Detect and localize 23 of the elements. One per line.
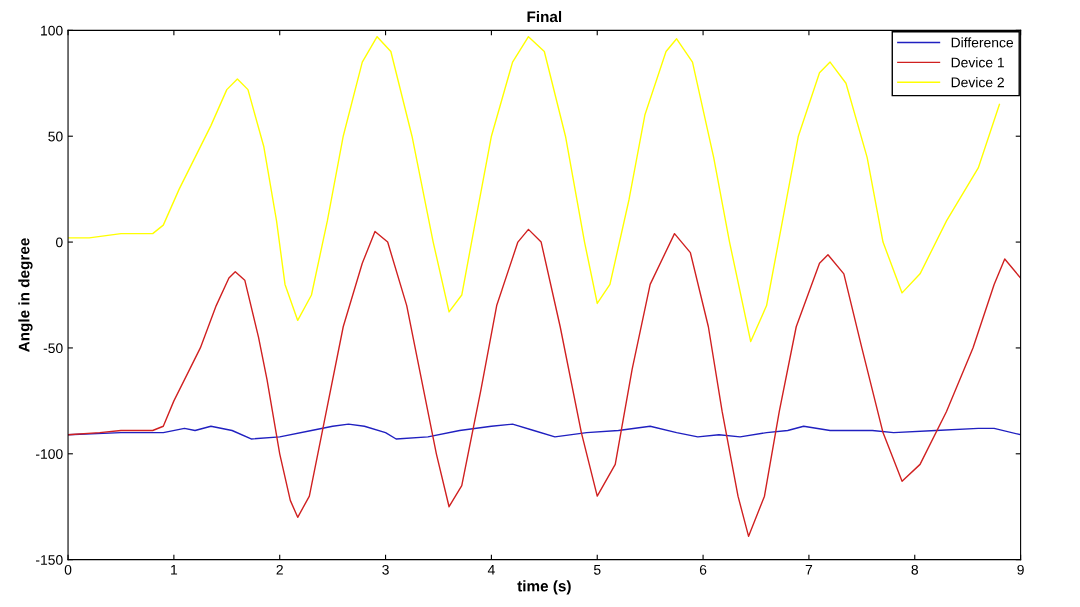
y-tick-label: 100 [41,25,63,36]
x-tick-label: 3 [382,564,389,575]
y-axis-title: Angle in degree [18,238,33,352]
x-tick-label: 5 [593,565,601,575]
y-tick-label: -100 [36,449,63,459]
legend-label: Device 1 [951,57,1004,68]
legend-label: Difference [951,37,1014,48]
x-tick-label: 8 [911,564,919,575]
x-tick-label: 6 [699,564,707,575]
y-tick-label: 50 [48,131,63,142]
x-tick-label: 2 [276,564,283,575]
x-tick-label: 0 [64,564,72,575]
x-axis-title: time (s) [517,580,571,595]
y-tick-label: 0 [56,237,63,248]
x-tick-label: 1 [171,565,178,575]
x-tick-label: 7 [805,565,813,575]
x-tick-label: 4 [487,565,495,575]
y-tick-label: -150 [36,554,63,565]
line-series [68,228,1021,538]
y-tick-label: -50 [43,343,63,354]
x-tick-label: 9 [1017,564,1024,575]
chart-title: Final [527,10,562,23]
legend-label: Device 2 [951,77,1004,88]
